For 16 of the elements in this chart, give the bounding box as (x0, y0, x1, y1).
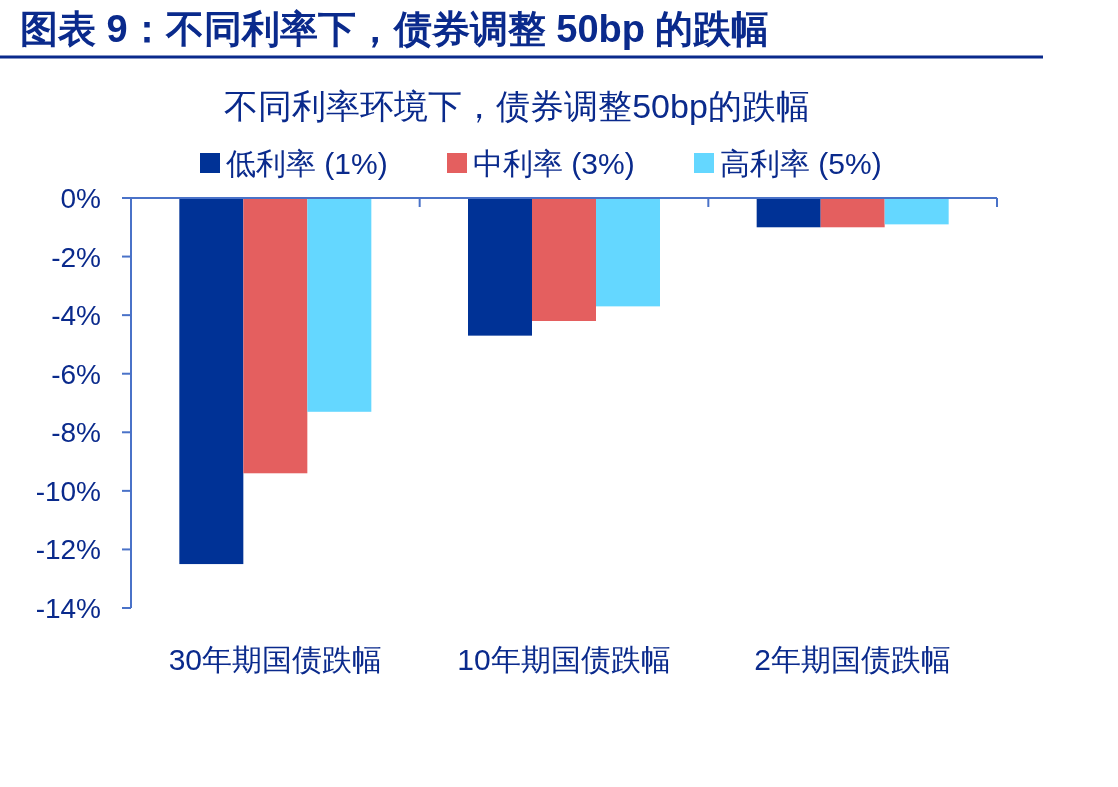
y-tick-label: -12% (35, 534, 101, 566)
legend-label: 低利率 (1%) (226, 147, 388, 180)
y-tick-label: 0% (60, 183, 101, 214)
chart-title: 图表 9：不同利率下，债券调整 50bp 的跌幅 (20, 8, 770, 50)
y-tick-label: -14% (35, 593, 101, 624)
legend-label: 中利率 (3%) (473, 147, 635, 180)
y-tick-label: -8% (51, 417, 101, 449)
legend-label: 高利率 (5%) (720, 147, 882, 180)
y-tick-label: -2% (51, 241, 101, 273)
x-tick-label: 10年期国债跌幅 (457, 643, 671, 676)
y-tick-label: -6% (51, 358, 101, 390)
chart-subtitle: 不同利率环境下，债券调整50bp的跌幅 (224, 87, 810, 125)
y-tick-label: -4% (51, 300, 101, 332)
x-tick-label: 2年期国债跌幅 (754, 643, 952, 676)
x-tick-label: 30年期国债跌幅 (168, 643, 383, 676)
y-tick-label: -10% (35, 475, 101, 507)
